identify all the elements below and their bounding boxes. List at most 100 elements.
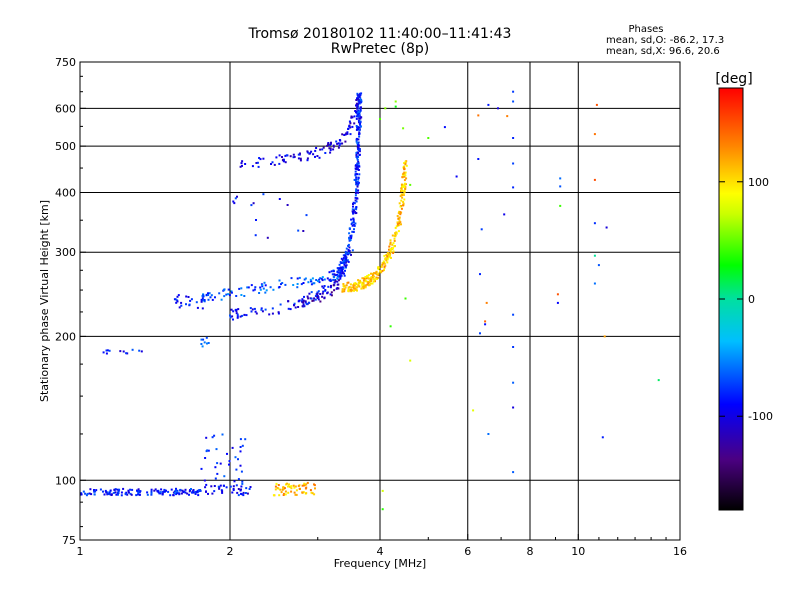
data-point [358,126,361,129]
data-point [403,162,406,165]
data-point [359,281,362,284]
data-point [387,253,390,256]
data-point [386,261,389,264]
data-point [357,138,360,141]
data-point [209,296,212,299]
data-point [284,490,287,493]
data-point [358,165,361,168]
data-point [310,283,313,286]
data-point [341,288,344,291]
data-point [355,189,358,192]
data-point [272,288,275,291]
data-point [90,493,93,496]
data-point [159,492,162,495]
data-point [360,287,363,290]
data-point [169,494,172,497]
data-point [279,303,282,306]
data-point [106,493,109,496]
data-point [84,492,87,495]
data-point [297,300,300,303]
data-point [239,450,242,453]
data-point [324,152,327,154]
data-point [355,125,358,127]
data-point [339,277,342,280]
data-point [301,491,304,494]
data-point [357,168,359,171]
data-point [252,202,255,205]
data-point [200,343,203,345]
data-point [271,312,274,315]
data-point [409,183,412,186]
data-point [308,292,311,295]
data-point [341,142,344,145]
data-point [351,208,354,211]
data-point [318,278,321,281]
data-point [235,312,238,315]
data-point [347,286,350,289]
data-point [373,275,375,278]
data-point [220,489,223,492]
data-point [240,294,243,296]
data-point [353,282,356,285]
data-point [201,345,204,348]
data-point [150,490,153,493]
data-point [357,191,360,194]
data-point [395,232,398,235]
data-point [122,487,125,490]
data-point [341,269,344,272]
data-point [404,297,407,300]
data-point [334,280,337,283]
data-point [353,122,356,125]
x-tick-label: 2 [227,545,234,558]
data-point [303,295,305,298]
y-tick-label: 300 [55,246,76,259]
data-point [345,266,347,269]
stats-title: Phases [628,24,663,35]
data-point [355,102,358,105]
data-point [297,153,300,156]
data-point [348,237,351,240]
data-point [401,185,404,188]
data-point [302,282,305,284]
data-point [184,488,187,491]
data-point [189,299,192,302]
data-point [556,301,559,304]
data-point [297,306,300,308]
data-point [359,120,362,123]
data-point [347,260,350,263]
data-point [356,181,359,183]
data-point [353,287,356,290]
data-point [381,508,384,511]
data-point [248,488,251,490]
data-point [359,117,362,120]
data-point [357,284,360,287]
data-point [266,236,269,239]
data-point [358,153,361,156]
data-point [371,276,374,279]
data-point [150,492,153,495]
data-point [333,278,336,281]
data-point [356,157,359,160]
data-point [297,157,300,160]
x-tick-label: 1 [77,545,84,558]
data-point [311,299,314,302]
data-point [116,488,119,491]
data-point [355,212,358,214]
data-point [323,278,326,281]
data-point [290,277,293,280]
data-point [176,300,179,303]
data-point [359,106,362,109]
data-point [338,139,341,141]
data-point [347,251,350,254]
data-point [201,297,204,300]
data-point [357,98,359,101]
data-point [219,484,222,487]
data-point [228,463,230,466]
data-point [330,294,333,297]
data-point [357,95,360,98]
data-point [207,298,210,301]
data-point [222,484,225,487]
data-point [281,488,284,491]
data-point [332,148,335,151]
data-point [394,105,397,108]
